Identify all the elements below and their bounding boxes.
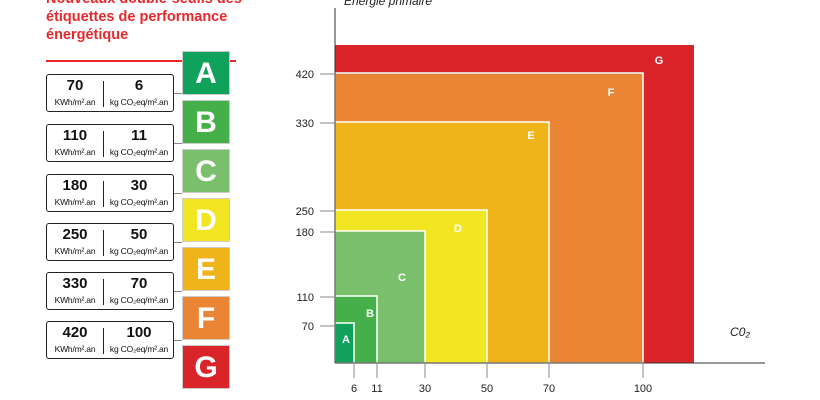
y-axis-title: Énergie primaire [344,0,432,8]
energy-unit: KWh/m².an [54,344,96,354]
connector-line [174,143,182,144]
threshold-box-d-e: 250 50 KWh/m².an kg CO₂eq/m².an [46,223,174,261]
energy-unit: KWh/m².an [54,97,96,107]
energy-threshold: 420 [62,324,88,341]
co2-unit: kg CO₂eq/m².an [109,344,169,354]
energy-threshold: 110 [62,127,88,144]
x-axis-title: C0₂ [730,325,750,339]
threshold-box-a-b: 70 6 KWh/m².an kg CO₂eq/m².an [46,74,174,112]
connector-line [174,193,182,194]
energy-threshold: 70 [66,77,84,94]
co2-threshold: 100 [126,324,152,341]
connector-line [174,93,182,94]
region-label-e: E [527,130,534,142]
x-tick-label: 30 [419,383,431,395]
energy-unit: KWh/m².an [54,295,96,305]
region-labels: G F E D C B A [342,55,663,346]
connector-line [174,291,182,292]
threshold-box-e-f: 330 70 KWh/m².an kg CO₂eq/m².an [46,272,174,310]
region-label-b: B [366,308,374,320]
divider [103,328,104,354]
title-underline [46,60,236,62]
energy-threshold: 330 [62,275,88,292]
y-tick-label: 330 [296,118,314,130]
region-label-g: G [655,55,664,67]
co2-unit: kg CO₂eq/m².an [109,147,169,157]
threshold-box-f-g: 420 100 KWh/m².an kg CO₂eq/m².an [46,321,174,359]
energy-threshold: 180 [62,177,88,194]
y-tick-label: 250 [296,206,314,218]
class-badge-g: G [182,345,230,389]
regions [334,45,694,364]
energy-threshold: 250 [62,226,88,243]
co2-unit: kg CO₂eq/m².an [109,97,169,107]
class-badge-e: E [182,247,230,291]
co2-threshold: 30 [130,177,148,194]
region-label-d: D [454,223,462,235]
y-tick-label: 420 [296,69,314,81]
co2-threshold: 50 [130,226,148,243]
threshold-box-b-c: 110 11 KWh/m².an kg CO₂eq/m².an [46,124,174,162]
energy-unit: KWh/m².an [54,147,96,157]
class-badge-a: A [182,51,230,95]
co2-threshold: 70 [130,275,148,292]
region-label-a: A [342,334,350,346]
co2-unit: kg CO₂eq/m².an [109,246,169,256]
co2-threshold: 11 [131,127,147,144]
energy-unit: KWh/m².an [54,197,96,207]
y-tick-label: 180 [296,227,314,239]
x-tick-label: 100 [634,383,652,395]
co2-unit: kg CO₂eq/m².an [109,197,169,207]
connector-line [174,242,182,243]
x-tick-label: 50 [481,383,493,395]
axes [334,8,765,364]
x-tick-label: 6 [351,383,357,395]
co2-threshold: 6 [134,77,144,94]
y-tick-label: 110 [296,292,314,304]
x-ticks: 6 11 30 50 70 100 [351,363,652,395]
connector-line [174,340,182,341]
co2-unit: kg CO₂eq/m².an [109,295,169,305]
class-badge-d: D [182,198,230,242]
divider [103,230,104,256]
class-badge-f: F [182,296,230,340]
class-badge-b: B [182,100,230,144]
divider [103,279,104,305]
class-badge-c: C [182,149,230,193]
divider [103,181,104,207]
energy-unit: KWh/m².an [54,246,96,256]
page-title: Nouveaux double-seuils des étiquettes de… [46,0,242,43]
y-ticks: 70 110 180 250 330 420 [296,69,335,333]
y-tick-label: 70 [302,321,314,333]
x-tick-label: 70 [543,383,555,395]
x-tick-label: 11 [371,383,382,395]
region-label-c: C [398,272,406,284]
threshold-box-c-d: 180 30 KWh/m².an kg CO₂eq/m².an [46,174,174,212]
region-label-f: F [608,87,615,99]
divider [103,131,104,157]
divider [103,81,104,107]
